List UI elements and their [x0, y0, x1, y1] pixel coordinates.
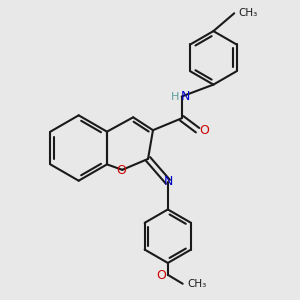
Text: CH₃: CH₃: [187, 279, 206, 289]
Text: O: O: [156, 269, 166, 282]
Text: N: N: [181, 90, 190, 103]
Text: N: N: [164, 175, 173, 188]
Text: CH₃: CH₃: [238, 8, 258, 18]
Text: H: H: [171, 92, 179, 103]
Text: O: O: [116, 164, 126, 177]
Text: O: O: [200, 124, 209, 137]
